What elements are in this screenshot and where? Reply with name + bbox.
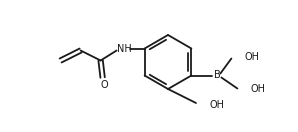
Text: O: O [101, 81, 108, 91]
Text: NH: NH [117, 44, 132, 53]
Text: OH: OH [250, 84, 266, 95]
Text: OH: OH [244, 53, 259, 62]
Text: OH: OH [210, 100, 225, 110]
Text: B: B [214, 70, 221, 81]
